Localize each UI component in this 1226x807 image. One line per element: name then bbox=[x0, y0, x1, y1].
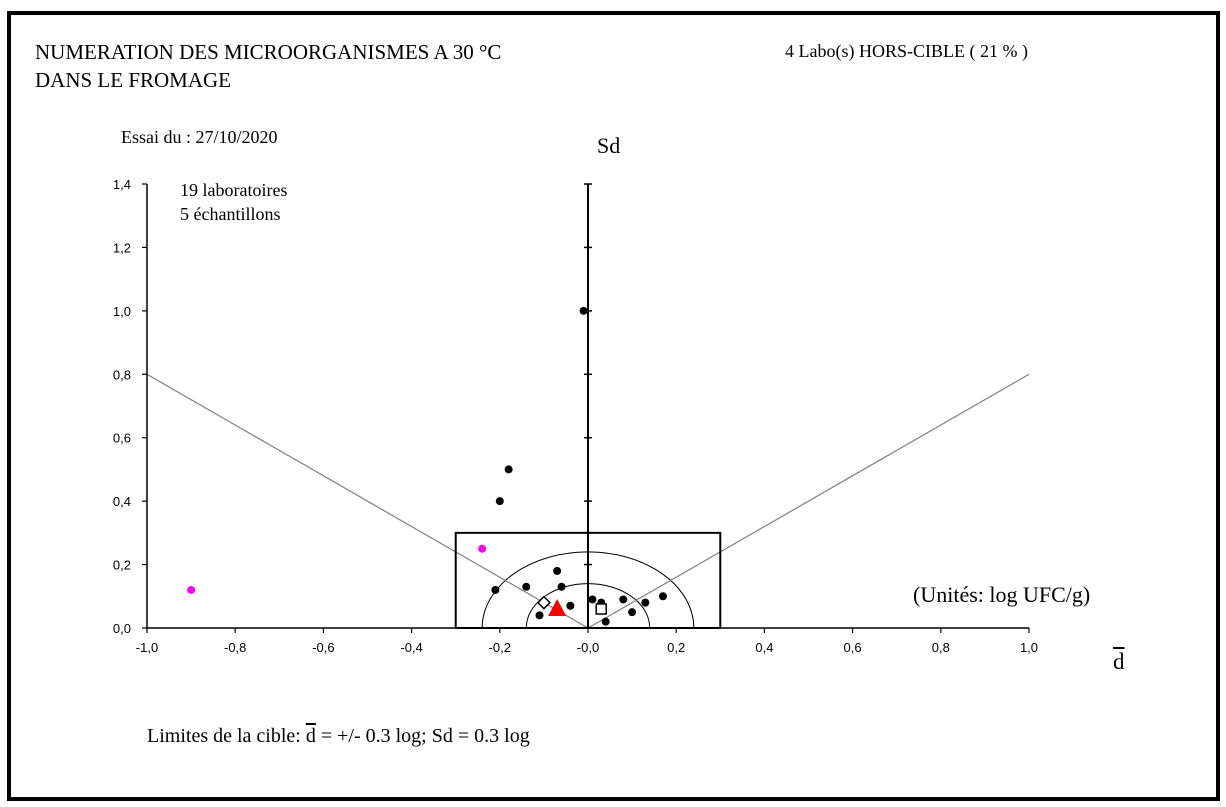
data-point bbox=[504, 465, 513, 474]
data-point bbox=[658, 592, 667, 601]
data-point bbox=[495, 497, 504, 506]
sample-info: 19 laboratoires 5 échantillons bbox=[180, 178, 287, 226]
outlier-point bbox=[478, 544, 487, 553]
limits-dbar: d bbox=[305, 725, 316, 747]
x-tick-label: 0,6 bbox=[844, 640, 862, 655]
outlier-point bbox=[187, 585, 196, 594]
essai-date: Essai du : 27/10/2020 bbox=[121, 127, 278, 147]
data-point bbox=[553, 566, 562, 575]
data-point bbox=[491, 585, 500, 594]
x-tick-label: -0,2 bbox=[489, 640, 511, 655]
data-point bbox=[641, 598, 650, 607]
data-point bbox=[588, 595, 597, 604]
guide-line-right bbox=[587, 373, 1030, 629]
limits-prefix: Limites de la cible: bbox=[147, 725, 306, 747]
mean-triangle-marker bbox=[548, 598, 567, 616]
data-point bbox=[566, 601, 575, 610]
y-tick-label: 0,2 bbox=[113, 558, 131, 573]
x-tick-label: 0,4 bbox=[755, 640, 773, 655]
data-point bbox=[619, 595, 628, 604]
data-point bbox=[522, 582, 531, 591]
y-tick-label: 0,4 bbox=[113, 494, 131, 509]
square-marker bbox=[595, 603, 607, 615]
x-tick-label: 0,8 bbox=[932, 640, 950, 655]
y-tick-label: 0,8 bbox=[113, 367, 131, 382]
x-tick-label: -1,0 bbox=[136, 640, 158, 655]
y-tick-label: 1,2 bbox=[113, 240, 131, 255]
data-point bbox=[601, 617, 610, 626]
sample-count: 5 échantillons bbox=[180, 204, 281, 224]
y-tick-label: 1,0 bbox=[113, 304, 131, 319]
x-tick-label: 1,0 bbox=[1020, 640, 1038, 655]
x-tick-label: -0,6 bbox=[312, 640, 334, 655]
hors-cible-label: 4 Labo(s) HORS-CIBLE ( 21 % ) bbox=[785, 41, 1028, 61]
x-tick-label: 0,2 bbox=[667, 640, 685, 655]
lab-count: 19 laboratoires bbox=[180, 180, 288, 200]
data-point bbox=[535, 611, 544, 620]
target-limits-note: Limites de la cible: d = +/- 0.3 log; Sd… bbox=[147, 725, 530, 748]
y-tick-label: 0,6 bbox=[113, 431, 131, 446]
y-axis-label: Sd bbox=[597, 133, 621, 158]
data-point bbox=[579, 306, 588, 315]
units-label: (Unités: log UFC/g) bbox=[913, 582, 1091, 607]
limits-suffix: = +/- 0.3 log; Sd = 0.3 log bbox=[315, 725, 530, 747]
x-axis-label: d bbox=[1113, 649, 1125, 674]
chart-title-line1: NUMERATION DES MICROORGANISMES A 30 °C bbox=[35, 40, 502, 64]
chart-title: NUMERATION DES MICROORGANISMES A 30 °C D… bbox=[35, 38, 501, 94]
y-tick-label: 1,4 bbox=[113, 177, 131, 192]
figure-frame bbox=[7, 11, 1220, 801]
x-tick-label: -0,0 bbox=[577, 640, 599, 655]
data-point bbox=[557, 582, 566, 591]
guide-line-left bbox=[146, 373, 589, 629]
data-point bbox=[628, 608, 637, 617]
x-tick-label: -0,8 bbox=[224, 640, 246, 655]
diamond-marker bbox=[536, 595, 551, 610]
y-tick-label: 0,0 bbox=[113, 621, 131, 636]
chart-title-line2: DANS LE FROMAGE bbox=[35, 68, 232, 92]
x-tick-label: -0,4 bbox=[400, 640, 422, 655]
